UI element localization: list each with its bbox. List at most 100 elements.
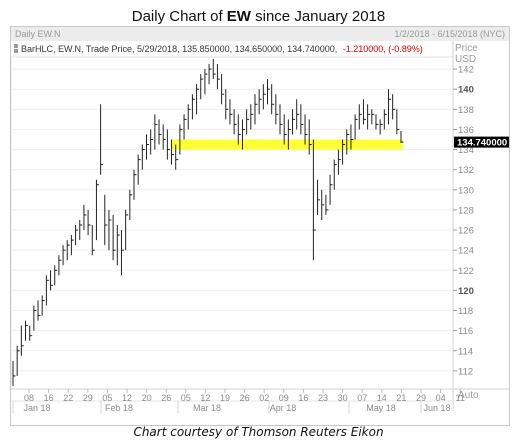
- x-tick-label: 29: [416, 393, 426, 403]
- x-tick-label: 23: [318, 393, 328, 403]
- hlc-bar: [141, 144, 145, 170]
- hlc-bar: [33, 305, 37, 331]
- x-tick-label: 12: [200, 393, 210, 403]
- month-label: May 18: [366, 403, 396, 413]
- chart-title-prefix: Daily Chart of: [131, 8, 227, 25]
- chart-title-suffix: since January 2018: [250, 8, 386, 25]
- hlc-bar: [75, 225, 79, 246]
- y-tick-label: 118: [458, 306, 473, 317]
- hlc-bar: [104, 194, 108, 246]
- hlc-bar: [54, 265, 58, 286]
- chart-frame[interactable]: Daily EW.N 1/2/2018 - 6/15/2018 (NYC) Ba…: [10, 26, 510, 426]
- hlc-bar: [183, 114, 187, 140]
- support-band: [171, 139, 403, 150]
- header-info: BarHLC, EW.N, Trade Price, 5/29/2018, 13…: [21, 44, 423, 54]
- hlc-bar: [308, 119, 312, 155]
- hlc-bar: [317, 179, 321, 215]
- hlc-bar: [292, 109, 296, 135]
- y-tick-label: 132: [458, 165, 474, 176]
- x-axis: 08 16 22 29 05 12 20 26 05 12 19 26 02 09 16 23 30 07 14 21…: [24, 389, 465, 403]
- last-price-label: 134.740000: [457, 138, 507, 149]
- y-tick-label: 136: [458, 125, 474, 136]
- y-tick-label: 124: [458, 246, 474, 257]
- hlc-bar: [254, 94, 258, 125]
- hlc-bar: [166, 129, 170, 160]
- hlc-bar: [350, 124, 354, 150]
- hlc-bar: [50, 270, 54, 291]
- hlc-bar: [387, 89, 391, 125]
- hlc-bar: [296, 99, 300, 130]
- hlc-bar: [358, 104, 362, 130]
- hlc-bar: [83, 204, 87, 231]
- hlc-bar: [271, 84, 275, 115]
- hlc-bar: [250, 104, 254, 130]
- hlc-bar: [333, 159, 337, 190]
- hlc-bar: [137, 154, 141, 185]
- hlc-bar: [300, 104, 304, 135]
- hlc-bar: [120, 230, 124, 276]
- hlc-bar: [29, 325, 33, 341]
- month-label: Jun 18: [423, 403, 450, 413]
- price-bars: [12, 59, 404, 386]
- x-tick-label: 11: [456, 393, 465, 403]
- hlc-bar: [87, 209, 91, 236]
- hlc-bar: [212, 59, 216, 80]
- x-tick-label: 14: [377, 393, 387, 403]
- grid-layer: [11, 68, 453, 372]
- hlc-bar: [262, 84, 266, 110]
- x-tick-label: 04: [436, 393, 446, 403]
- y-tick-label: 130: [458, 185, 474, 196]
- hlc-bar: [58, 255, 62, 276]
- hlc-bar: [116, 225, 120, 266]
- y-tick-label: 134: [458, 145, 474, 156]
- hlc-bar: [112, 214, 116, 261]
- hlc-bar: [158, 119, 162, 145]
- last-price-marker: 134.740000: [454, 136, 509, 149]
- hlc-bar: [396, 109, 400, 135]
- x-tick-label: 02: [259, 393, 269, 403]
- hlc-bar: [208, 64, 212, 85]
- x-tick-label: 09: [279, 393, 289, 403]
- x-tick-label: 20: [142, 393, 152, 403]
- hlc-bar: [196, 84, 200, 115]
- hlc-bar: [337, 149, 341, 175]
- hlc-bar: [375, 114, 379, 130]
- hlc-bar: [162, 124, 166, 150]
- x-tick-label: 08: [24, 393, 34, 403]
- x-tick-label: 16: [44, 393, 54, 403]
- price-label: Price: [455, 43, 478, 54]
- hlc-bar: [129, 189, 133, 220]
- y-tick-label: 112: [458, 366, 473, 377]
- hlc-bar: [229, 99, 233, 125]
- x-tick-label: 07: [357, 393, 367, 403]
- hlc-bar: [275, 94, 279, 125]
- hlc-bar: [312, 139, 316, 261]
- month-label: Jan 18: [23, 403, 50, 413]
- hlc-bar: [20, 325, 24, 356]
- grip-icon-square: [14, 49, 18, 53]
- y-tick-label: 126: [458, 226, 474, 237]
- hlc-bar: [25, 320, 29, 341]
- grip-icon[interactable]: [14, 44, 18, 53]
- month-label: Mar 18: [193, 403, 221, 413]
- hlc-bar: [266, 79, 270, 105]
- y-tick-label: 114: [458, 346, 473, 357]
- auto-scale-label[interactable]: Auto: [458, 390, 479, 401]
- price-chart[interactable]: Daily EW.N 1/2/2018 - 6/15/2018 (NYC) Ba…: [11, 27, 509, 425]
- header-info-change: -1.210000, (-0.89%): [343, 44, 423, 54]
- hlc-bar: [108, 209, 112, 251]
- hlc-bar: [200, 74, 204, 100]
- last-price-box: [454, 136, 509, 148]
- y-tick-label: 122: [458, 266, 474, 277]
- hlc-bar: [179, 124, 183, 155]
- hlc-bar: [379, 119, 383, 135]
- header-symbol: Daily EW.N: [15, 29, 61, 39]
- y-axis: 112 114 116 118 120 122 124 126 128 130 132 134 136 1…: [453, 65, 474, 377]
- hlc-bar: [371, 109, 375, 125]
- hlc-bar: [246, 109, 250, 135]
- hlc-bar: [354, 114, 358, 140]
- hlc-bar: [66, 240, 70, 261]
- currency-label: USD: [455, 54, 476, 65]
- x-tick-label: 26: [161, 393, 171, 403]
- month-axis: Jan 18 Feb 18 Mar 18 Apr 18 May 18 Jun 18: [12, 401, 451, 413]
